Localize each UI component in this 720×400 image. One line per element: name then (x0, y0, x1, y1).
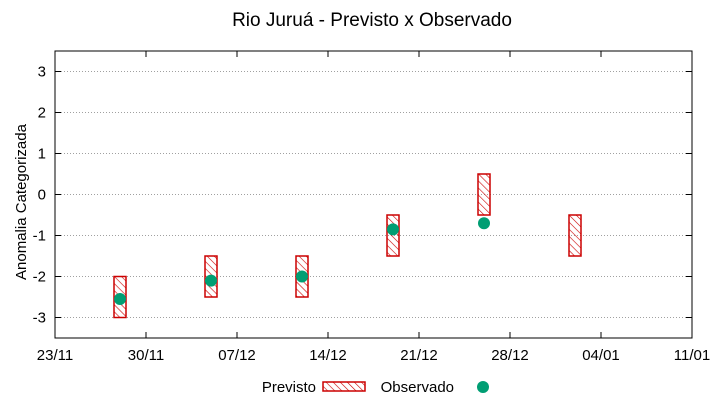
observado-point (478, 217, 490, 230)
x-tick-label: 23/11 (37, 347, 73, 364)
chart-title: Rio Juruá - Previsto x Observado (232, 10, 512, 31)
observado-point (387, 223, 399, 236)
y-axis: 3 2 1 0 -1 -2 -3 (33, 64, 692, 327)
y-axis-label: Anomalia Categorizada (13, 123, 30, 280)
x-tick-label: 07/12 (218, 347, 256, 364)
observado-point (205, 274, 217, 287)
grid (55, 71, 692, 318)
x-tick-label: 11/01 (674, 347, 710, 364)
y-tick-label: -3 (33, 310, 46, 327)
x-tick-label: 04/01 (582, 347, 620, 364)
x-tick-label: 28/12 (491, 347, 529, 364)
y-tick-label: 1 (38, 146, 46, 163)
y-tick-label: 3 (38, 64, 46, 81)
observado-point (296, 270, 308, 283)
y-tick-label: 0 (38, 187, 46, 204)
previsto-box (568, 214, 582, 257)
legend-label-previsto: Previsto (262, 379, 316, 396)
legend-label-observado: Observado (381, 379, 454, 396)
x-axis: 23/11 30/11 07/12 14/12 21/12 28/12 04/01 11/01 (37, 51, 710, 364)
legend: Previsto Observado (262, 379, 489, 396)
x-tick-label: 21/12 (400, 347, 438, 364)
legend-swatch-observado (477, 381, 489, 393)
previsto-box (386, 214, 400, 257)
y-tick-label: -1 (33, 228, 46, 245)
x-tick-label: 14/12 (309, 347, 347, 364)
legend-swatch-previsto (322, 381, 366, 392)
data-marks (113, 173, 582, 319)
previsto-box (477, 173, 491, 216)
x-tick-label: 30/11 (128, 347, 164, 364)
y-tick-label: -2 (33, 269, 46, 286)
observado-point (114, 293, 126, 306)
y-tick-label: 2 (38, 105, 46, 122)
